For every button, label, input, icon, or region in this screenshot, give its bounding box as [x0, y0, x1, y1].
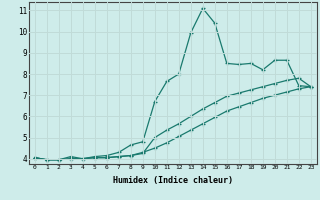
- X-axis label: Humidex (Indice chaleur): Humidex (Indice chaleur): [113, 176, 233, 185]
